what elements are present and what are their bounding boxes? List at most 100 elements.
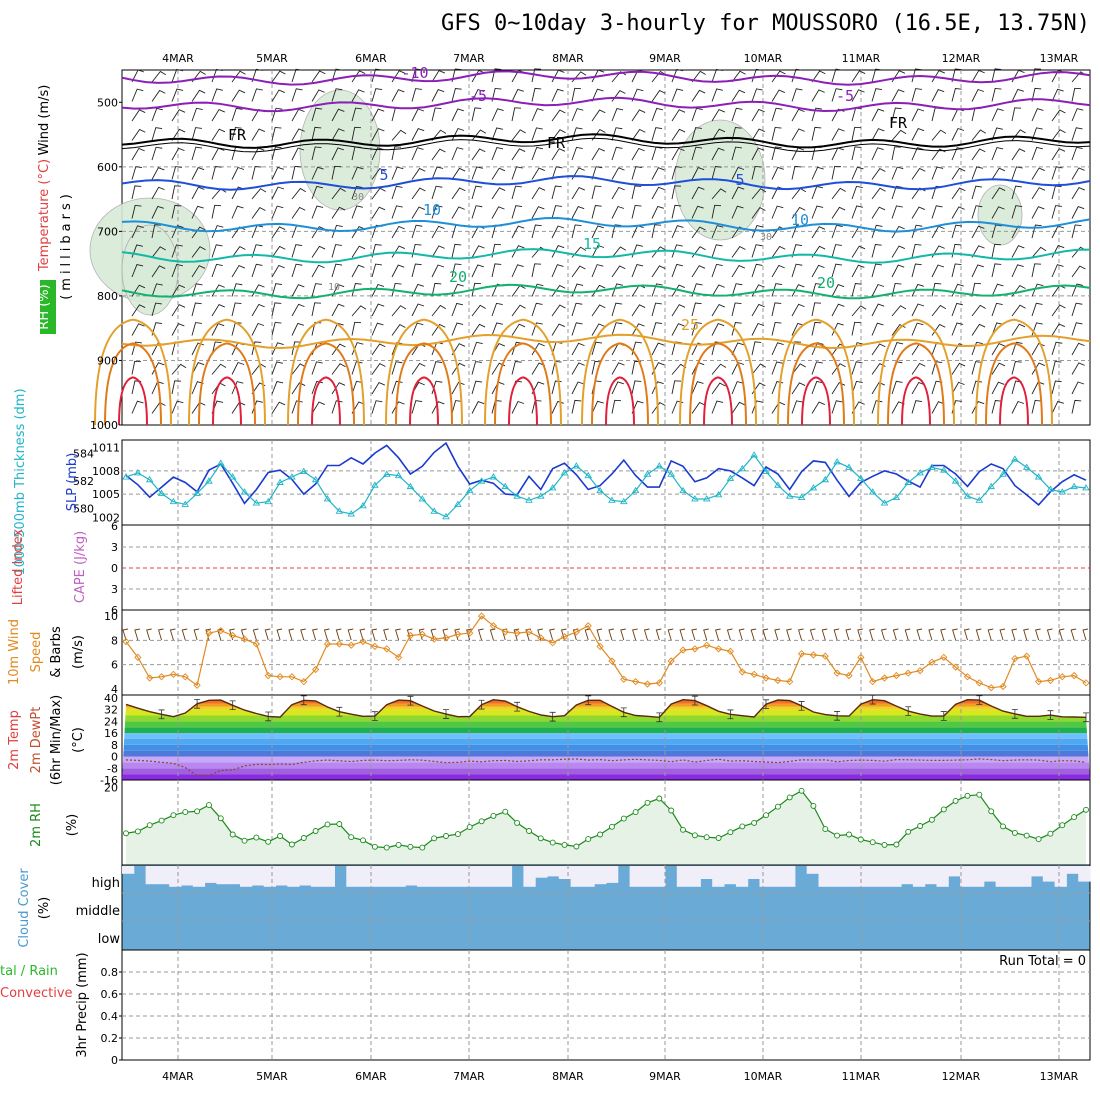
thickness-point [1058, 488, 1067, 495]
wind-barb [1071, 362, 1085, 375]
wind-barb [631, 304, 646, 317]
temperature-contour [121, 133, 1091, 149]
thickness-point [999, 470, 1007, 477]
cloud-high-bar [499, 866, 513, 887]
wind-barb [431, 89, 445, 102]
wind-barb [291, 363, 306, 375]
wind-barb [531, 146, 543, 161]
wind10m-point [928, 658, 936, 666]
wind10m-point [229, 631, 237, 640]
wind10m-barb [335, 628, 342, 641]
wind-barb [591, 323, 605, 336]
wind-barb [291, 382, 306, 395]
rh2m-line [123, 787, 1089, 865]
wind10m-point [1023, 652, 1031, 660]
thickness-point [845, 463, 853, 470]
rh2m-point [1059, 822, 1066, 829]
date-label-bottom: 11MAR [842, 1070, 881, 1083]
thickness-point [489, 473, 498, 480]
wind-barb [891, 205, 903, 219]
wind-barb [571, 206, 585, 219]
wind-barb [711, 166, 722, 180]
date-label-bottom: 8MAR [552, 1070, 584, 1083]
wind-barb [751, 322, 765, 336]
wind-barb [811, 205, 824, 219]
cloud-high-bar [251, 866, 265, 886]
wind-barb [971, 88, 985, 102]
wind-barb [951, 224, 963, 239]
wind10m-point [466, 629, 474, 637]
wind-barb [891, 305, 907, 317]
wind-barb [1011, 107, 1022, 122]
wind-barb [651, 107, 663, 122]
thickness-slp-ticks: 584 582 580 1011 1008 1005 1002 [73, 442, 120, 525]
wind-barb [911, 68, 922, 83]
wind-barb [871, 343, 886, 356]
wind-barb [811, 401, 826, 414]
wind-barb [1051, 109, 1066, 122]
wind-barb [591, 166, 603, 180]
rh2m-point [1083, 806, 1089, 813]
wind10m-speed-line [122, 612, 1090, 692]
temp-minmax-bar [443, 709, 449, 719]
wind10m-barb [181, 628, 188, 641]
wind10m-barb [1082, 628, 1089, 641]
thickness-point [181, 500, 190, 507]
temperature-contour [297, 342, 355, 426]
rh2m-point [881, 841, 888, 848]
wind-barb [271, 146, 282, 161]
wind-barb [371, 343, 386, 356]
wind10m-barb [774, 628, 780, 641]
slp-tick-label: 1008 [92, 465, 120, 478]
y-tick-label: 800 [97, 290, 118, 303]
wind-barb [671, 244, 683, 258]
precip-tick-label: 0.8 [101, 966, 119, 979]
wind-barb [631, 323, 645, 336]
wind-barb [391, 205, 403, 219]
wind-barb [851, 126, 862, 141]
wind-barb [551, 205, 562, 219]
wind10m-point [264, 671, 272, 680]
lifted-index-axis-label: Lifted Index [11, 528, 26, 605]
wind-barb [191, 127, 202, 141]
wind-barb [431, 304, 447, 317]
wind-barb [491, 302, 503, 317]
rh2m-point [134, 828, 141, 835]
wind-barb [611, 205, 625, 219]
cloud-high-bar [228, 866, 241, 885]
wind-barb [611, 107, 624, 122]
cloud-high-bar [995, 866, 1008, 887]
cloud-high-bar [157, 866, 170, 885]
wind-barb [691, 401, 706, 414]
wind-barb [291, 284, 305, 297]
wind-barb [431, 70, 446, 83]
thickness-tick-label: 582 [73, 475, 94, 488]
wind-barb [171, 166, 182, 180]
wind-barb [791, 284, 805, 297]
wind-barb [431, 185, 443, 200]
wind-barb [151, 127, 163, 141]
wind-barb [191, 322, 202, 336]
wind10m-barb [288, 628, 295, 641]
wind-barb [511, 361, 522, 375]
rh2m-point [632, 809, 639, 816]
wind-barb [1071, 167, 1085, 180]
wind-barb [371, 68, 382, 83]
wind-barb [671, 147, 685, 161]
wind-barb [871, 68, 882, 83]
wind-barb [671, 225, 684, 239]
wind10m-barb [892, 628, 899, 641]
wind10m-point [560, 633, 569, 641]
wind-barb [431, 129, 447, 141]
date-label-top: 9MAR [649, 52, 681, 65]
cape-li-ticks: 6 3 0 3 6 [111, 520, 118, 617]
wind-barb [491, 167, 506, 180]
temperature-contour [104, 342, 162, 426]
rh2m-point [763, 812, 769, 819]
thickness-slp-frame [121, 439, 1091, 526]
wind-barb [891, 166, 904, 180]
temp-minmax-bar [336, 706, 343, 717]
wind-barb [1071, 265, 1086, 278]
wind-barb [771, 283, 783, 297]
wind-barb [1011, 264, 1024, 278]
